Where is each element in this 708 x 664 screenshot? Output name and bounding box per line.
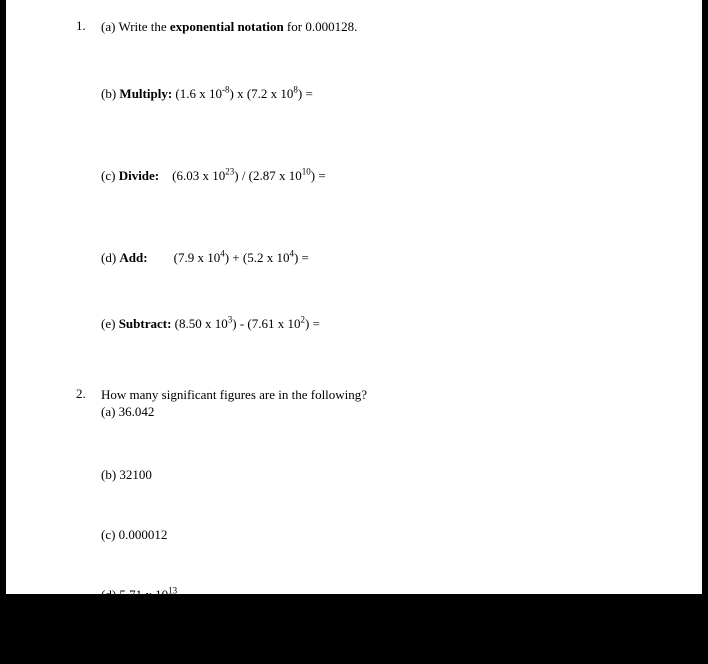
q1-a-text: (a) Write the exponential notation for 0…	[101, 18, 702, 36]
page: 1. (a) Write the exponential notation fo…	[6, 0, 702, 594]
q1-d: (d) Add: (7.9 x 104) + (5.2 x 104) =	[6, 234, 702, 266]
q1-c-e1: (6.03 x 10	[159, 168, 225, 183]
q1-b-bold: Multiply:	[119, 86, 172, 101]
q1-e-label: (e)	[101, 316, 119, 331]
q1-c-s2: 10	[302, 166, 311, 176]
q1-d-text: (d) Add: (7.9 x 104) + (5.2 x 104) =	[101, 234, 702, 266]
q1-e-text: (e) Subtract: (8.50 x 103) - (7.61 x 102…	[101, 316, 702, 332]
q1-a-pre: (a) Write the	[101, 19, 170, 34]
q1-d-e2: ) + (5.2 x 10	[225, 250, 290, 265]
q2-prompt: How many significant figures are in the …	[101, 386, 702, 404]
q3-number: 3.	[76, 647, 86, 663]
q2-d-pre: (d) 5.71 x 10	[101, 587, 168, 602]
q2-d-sup: 13	[168, 585, 177, 595]
q2-d: (d) 5.71 x 1013	[101, 587, 702, 603]
q1-c: (c) Divide: (6.03 x 1023) / (2.87 x 1010…	[6, 152, 702, 184]
q1-e-e1: (8.50 x 10	[171, 316, 227, 331]
q1-c-e3: ) =	[311, 168, 326, 183]
q1-a: 1. (a) Write the exponential notation fo…	[6, 18, 702, 36]
q1-e: (e) Subtract: (8.50 x 103) - (7.61 x 102…	[6, 316, 702, 332]
q1-d-label: (d)	[101, 250, 119, 265]
q3-rest: 250 Celsius to Kelvin:	[147, 648, 267, 663]
q3-text: Convert 250 Celsius to Kelvin:	[101, 647, 702, 664]
q1-c-bold: Divide:	[119, 168, 159, 183]
q2: 2. How many significant figures are in t…	[6, 386, 702, 421]
q1-b-text: (b) Multiply: (1.6 x 10-8) x (7.2 x 108)…	[101, 86, 702, 102]
q1-e-bold: Subtract:	[119, 316, 172, 331]
q3-bold: Convert	[101, 648, 147, 663]
q1-d-e1: (7.9 x 10	[148, 250, 221, 265]
q1-b-e2: ) x (7.2 x 10	[230, 86, 294, 101]
q1-d-bold: Add:	[119, 250, 147, 265]
q1-b-s1: -8	[222, 84, 230, 94]
q1-b: (b) Multiply: (1.6 x 10-8) x (7.2 x 108)…	[6, 86, 702, 102]
q1-b-e1: (1.6 x 10	[172, 86, 222, 101]
q2-a: (a) 36.042	[101, 403, 702, 421]
q3: 3. Convert 250 Celsius to Kelvin:	[6, 647, 702, 664]
q2-c: (c) 0.000012	[101, 527, 702, 543]
q1-e-e2: ) - (7.61 x 10	[232, 316, 300, 331]
q1-c-text: (c) Divide: (6.03 x 1023) / (2.87 x 1010…	[101, 152, 702, 184]
q1-d-e3: ) =	[294, 250, 309, 265]
q1-number: 1.	[76, 18, 86, 34]
q1-c-s1: 23	[225, 166, 234, 176]
q1-b-e3: ) =	[298, 86, 313, 101]
q1-a-bold: exponential notation	[170, 19, 284, 34]
q1-e-e3: ) =	[305, 316, 320, 331]
q2-b: (b) 32100	[101, 467, 702, 483]
q2-number: 2.	[76, 386, 86, 402]
q1-c-label: (c)	[101, 168, 119, 183]
q1-a-post: for 0.000128.	[284, 19, 358, 34]
q1-b-label: (b)	[101, 86, 119, 101]
q1-c-e2: ) / (2.87 x 10	[234, 168, 302, 183]
